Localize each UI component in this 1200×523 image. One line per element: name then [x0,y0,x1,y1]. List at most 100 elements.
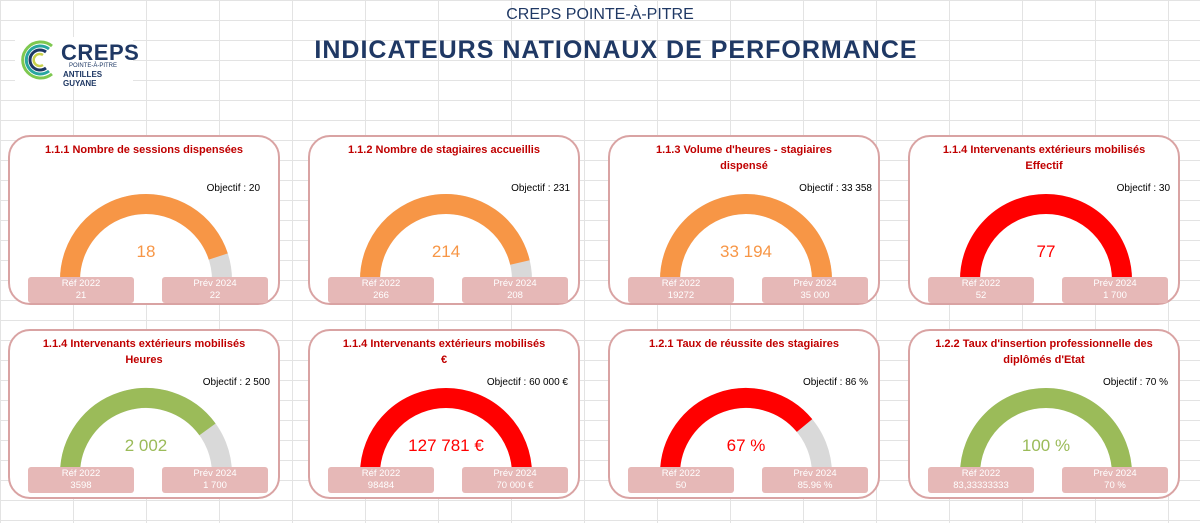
prev-2024-badge: Prév 2024 35 000 [762,277,868,303]
ref-label: Réf 2022 [61,468,101,479]
kpi-card-success-rate: 1.2.1 Taux de réussite des stagiaires Ob… [608,329,880,499]
ref-value: 21 [75,290,87,301]
card-title: 1.1.4 Intervenants extérieurs mobilisés … [942,144,1146,172]
ref-2022-badge: Réf 2022 83,33333333 [928,467,1034,493]
ref-2022-badge: Réf 2022 3598 [28,467,134,493]
ref-value: 52 [975,290,987,301]
prev-2024-badge: Prév 2024 85.96 % [762,467,868,493]
page-title: INDICATEURS NATIONAUX DE PERFORMANCE [314,36,918,64]
gauge: 18 [58,192,234,284]
org-name: CREPS POINTE-À-PITRE [506,6,694,23]
prev-2024-badge: Prév 2024 1 700 [162,467,268,493]
gauge-fill [360,194,530,281]
prev-label: Prév 2024 [193,278,237,289]
kpi-card-insertion-rate: 1.2.2 Taux d'insertion professionnelle d… [908,329,1180,499]
objective-label: Objectif : 60 000 € [486,377,568,388]
gauge-value: 100 % [1021,436,1071,455]
prev-value: 1 700 [203,480,227,491]
ref-2022-badge: Réf 2022 19272 [628,277,734,303]
gauge-value: 77 [1036,242,1056,261]
ref-value: 266 [373,290,389,301]
objective-label: Objectif : 33 358 [799,183,872,194]
card-title: 1.2.2 Taux d'insertion professionnelle d… [935,338,1153,366]
card-title: 1.1.3 Volume d'heures - stagiaires dispe… [655,144,833,172]
objective-label: Objectif : 30 [1116,183,1170,194]
prev-value: 35 000 [800,290,830,301]
prev-2024-badge: Prév 2024 70 % [1062,467,1168,493]
prev-label: Prév 2024 [1093,278,1137,289]
prev-value: 1 700 [1103,290,1127,301]
prev-label: Prév 2024 [193,468,237,479]
prev-value: 208 [507,290,523,301]
gauge-fill [960,194,1132,281]
creps-logo: CREPS POINTE-À-PITRE ANTILLES GUYANE [15,37,139,88]
gauge: 127 781 € [358,386,534,478]
ref-2022-badge: Réf 2022 266 [328,277,434,303]
card-title: 1.2.1 Taux de réussite des stagiaires [649,338,839,350]
gauge-fill [660,388,813,475]
ref-2022-badge: Réf 2022 21 [28,277,134,303]
gauge: 77 [958,192,1134,284]
kpi-card-trainees: 1.1.2 Nombre de stagiaires accueillis Ob… [308,135,580,305]
prev-value: 22 [209,290,221,301]
ref-label: Réf 2022 [661,468,701,479]
prev-2024-badge: Prév 2024 22 [162,277,268,303]
objective-label: Objectif : 2 500 [202,377,270,388]
card-title: 1.1.4 Intervenants extérieurs mobilisés … [342,338,546,366]
kpi-card-external-hours: 1.1.4 Intervenants extérieurs mobilisés … [8,329,280,499]
gauge-fill [360,388,532,475]
gauge-value: 127 781 € [408,436,484,455]
prev-label: Prév 2024 [793,468,837,479]
prev-label: Prév 2024 [493,468,537,479]
prev-value: 70 000 € [496,480,534,491]
kpi-card-external-staff: 1.1.4 Intervenants extérieurs mobilisés … [908,135,1180,305]
prev-value: 70 % [1104,480,1126,491]
ref-label: Réf 2022 [361,278,401,289]
ref-label: Réf 2022 [961,278,1001,289]
kpi-card-external-cost: 1.1.4 Intervenants extérieurs mobilisés … [308,329,580,499]
gauge: 214 [358,192,534,284]
gauge: 33 194 [658,192,834,284]
prev-2024-badge: Prév 2024 70 000 € [462,467,568,493]
prev-2024-badge: Prév 2024 1 700 [1062,277,1168,303]
logo-subtitle-region: ANTILLES GUYANE [63,70,103,88]
gauge: 2 002 [58,386,234,478]
objective-label: Objectif : 231 [511,183,570,194]
card-title: 1.1.4 Intervenants extérieurs mobilisés … [42,338,246,366]
objective-label: Objectif : 70 % [1102,377,1168,388]
gauge: 100 % [958,386,1134,478]
prev-label: Prév 2024 [493,278,537,289]
gauge-value: 33 194 [720,242,772,261]
gauge: 67 % [658,386,834,478]
kpi-card-hours-volume: 1.1.3 Volume d'heures - stagiaires dispe… [608,135,880,305]
ref-2022-badge: Réf 2022 52 [928,277,1034,303]
logo-wordmark: CREPS [61,40,140,65]
kpi-card-sessions: 1.1.1 Nombre de sessions dispensées Obje… [8,135,280,305]
ref-label: Réf 2022 [661,278,701,289]
gauge-value: 214 [431,242,461,261]
prev-value: 85.96 % [797,480,833,491]
gauge-value: 2 002 [124,436,168,455]
ref-value: 83,33333333 [953,480,1009,491]
ref-value: 50 [675,480,687,491]
logo-subtitle-city: POINTE-À-PITRE [69,63,118,69]
ref-value: 19272 [667,290,695,301]
objective-label: Objectif : 20 [206,183,260,194]
ref-label: Réf 2022 [961,468,1001,479]
gauge-fill [660,194,832,281]
ref-label: Réf 2022 [361,468,401,479]
gauge-value: 67 % [726,436,766,455]
creps-logo-mark [21,40,53,80]
prev-label: Prév 2024 [793,278,837,289]
gauge-fill [960,388,1132,475]
prev-label: Prév 2024 [1093,468,1137,479]
gauge-fill [60,388,216,475]
prev-2024-badge: Prév 2024 208 [462,277,568,303]
card-title: 1.1.1 Nombre de sessions dispensées [44,144,244,156]
card-title: 1.1.2 Nombre de stagiaires accueillis [348,144,540,156]
ref-label: Réf 2022 [61,278,101,289]
gauge-value: 18 [136,242,156,261]
ref-value: 3598 [70,480,92,491]
ref-2022-badge: Réf 2022 98484 [328,467,434,493]
objective-label: Objectif : 86 % [802,377,868,388]
